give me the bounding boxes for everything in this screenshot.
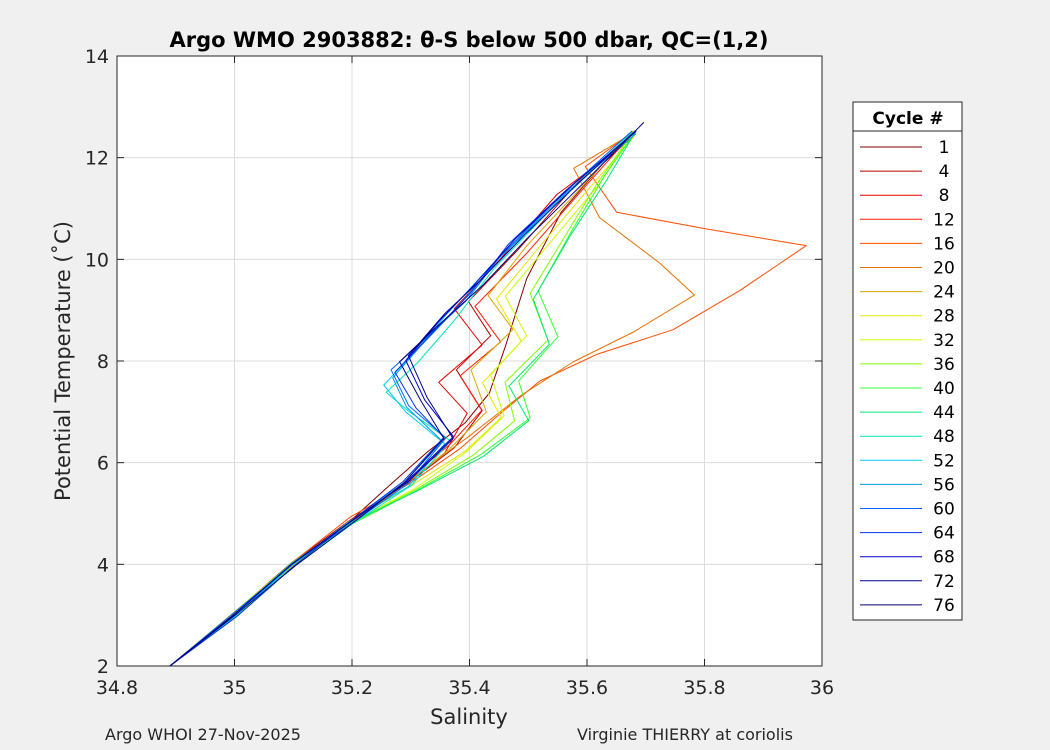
y-tick-label: 6 [97, 453, 109, 475]
y-tick-label: 4 [97, 554, 109, 576]
legend-label: 76 [933, 596, 955, 616]
legend-box [852, 101, 963, 621]
y-tick-label: 8 [97, 351, 109, 373]
y-tick-label: 14 [85, 46, 109, 68]
y-tick-label: 12 [85, 148, 109, 170]
legend-label: 24 [933, 283, 955, 303]
series-line-cycle-44 [169, 132, 636, 667]
x-axis-label: Salinity [430, 705, 508, 729]
legend-label: 68 [933, 548, 955, 568]
legend-label: 28 [933, 307, 955, 327]
legend-label: 44 [933, 403, 955, 423]
footer-source: Argo WHOI 27-Nov-2025 [105, 725, 301, 744]
series-line-cycle-72 [169, 132, 634, 667]
legend-label: 16 [933, 234, 955, 254]
x-tick-label: 35.8 [683, 677, 725, 699]
series-line-cycle-76 [169, 122, 645, 667]
legend-label: 8 [939, 186, 950, 206]
x-tick-label: 35 [222, 677, 246, 699]
legend-label: 52 [933, 451, 955, 471]
x-tick-label: 35.4 [448, 677, 490, 699]
y-tick-label: 10 [85, 249, 109, 271]
axis-ticks: 34.8 35 35.2 35.4 35.6 35.8 36 2 4 6 8 10 12 14 [85, 46, 834, 699]
chart-title: Argo WMO 2903882: θ-S below 500 dbar, QC… [170, 28, 769, 52]
legend-label: 12 [933, 210, 955, 230]
legend-label: 72 [933, 572, 955, 592]
series-line-cycle-16 [169, 132, 807, 667]
series-lines [169, 122, 807, 667]
legend-label: 48 [933, 427, 955, 447]
legend-label: 20 [933, 259, 955, 279]
legend-label: 32 [933, 331, 955, 351]
y-tick-label: 2 [97, 656, 109, 678]
legend-label: 1 [939, 138, 950, 158]
x-tick-label: 35.6 [566, 677, 608, 699]
y-axis-label: Potential Temperature (˚C) [51, 221, 75, 501]
x-tick-label: 36 [810, 677, 834, 699]
legend-label: 64 [933, 524, 955, 544]
x-tick-label: 35.2 [331, 677, 373, 699]
series-line-cycle-64 [169, 133, 634, 667]
x-tick-label: 34.8 [96, 677, 138, 699]
legend: Cycle # 14812162024283236404448525660646… [852, 101, 963, 621]
legend-label: 60 [933, 500, 955, 520]
legend-label: 40 [933, 379, 955, 399]
legend-title: Cycle # [872, 109, 943, 129]
legend-label: 4 [939, 162, 950, 182]
legend-label: 56 [933, 475, 955, 495]
legend-label: 36 [933, 355, 955, 375]
footer-credit: Virginie THIERRY at coriolis [577, 725, 793, 744]
